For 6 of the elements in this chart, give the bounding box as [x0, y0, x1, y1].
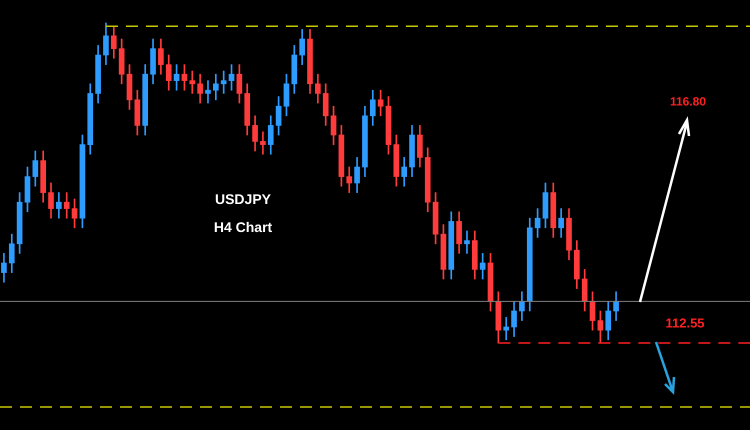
candlestick: [464, 230, 470, 254]
text: 116.80: [670, 94, 706, 108]
candlestick: [205, 80, 211, 104]
text: 112.55: [665, 316, 705, 331]
annotation: H4 Chart: [214, 218, 273, 235]
annotation: USDJPY: [214, 190, 272, 207]
